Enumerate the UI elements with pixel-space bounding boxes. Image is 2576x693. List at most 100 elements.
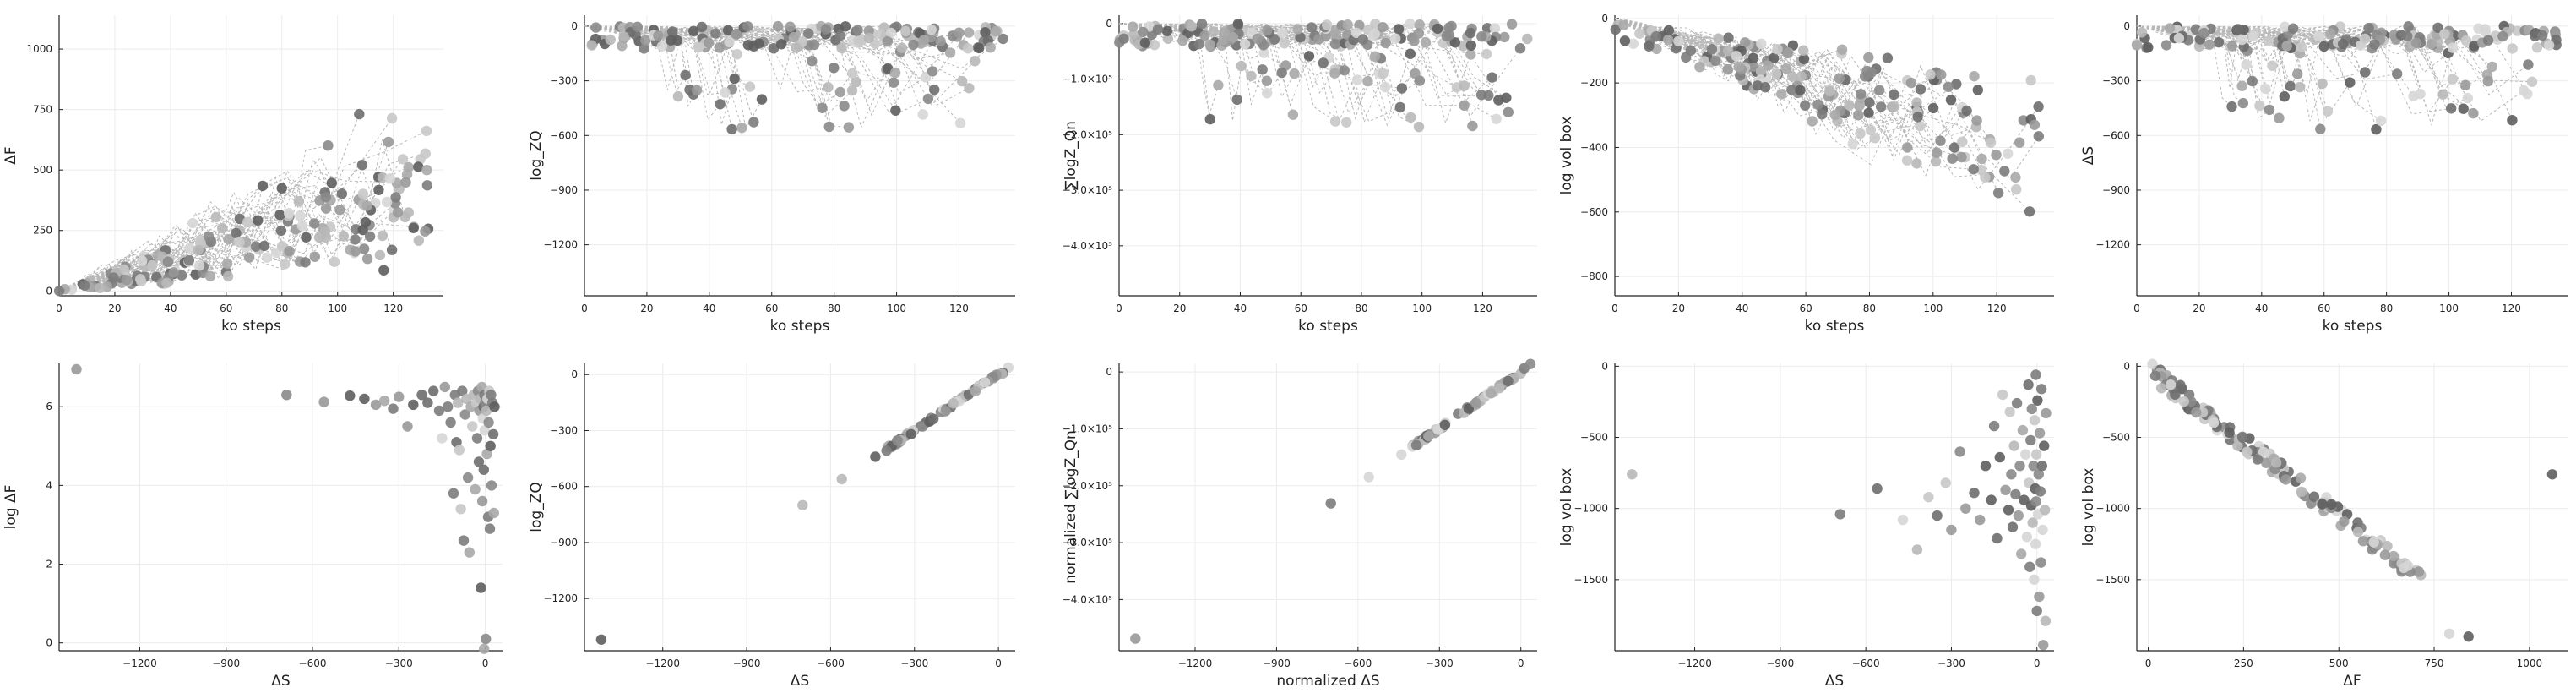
data-point <box>1863 107 1874 118</box>
x-tick-label: 0 <box>581 303 588 314</box>
data-point <box>2033 101 2044 112</box>
data-point <box>1740 37 1751 48</box>
data-point <box>345 390 356 401</box>
data-point <box>1522 33 1533 45</box>
trajectory-line <box>58 239 201 292</box>
data-point <box>1261 75 1273 86</box>
x-axis-label: ko steps <box>1298 318 1358 335</box>
data-point <box>1329 39 1341 50</box>
data-point <box>402 421 413 432</box>
data-point <box>888 77 899 88</box>
data-point <box>439 381 450 393</box>
data-point <box>2010 488 2021 500</box>
data-point <box>1186 21 1198 32</box>
data-point <box>1459 100 1470 111</box>
data-point <box>847 68 858 79</box>
data-point <box>918 35 930 46</box>
data-point <box>1276 67 1287 79</box>
data-point <box>1932 510 1943 521</box>
data-point <box>374 249 386 261</box>
data-point <box>476 582 486 593</box>
data-point <box>2281 41 2292 52</box>
y-tick-label: −4.0×10⁵ <box>1062 593 1112 605</box>
data-point <box>326 177 337 188</box>
data-point <box>1162 33 1174 44</box>
data-point <box>2198 27 2209 39</box>
y-tick-label: −400 <box>1580 141 1608 153</box>
x-tick-label: 60 <box>1799 303 1812 314</box>
data-point <box>1405 112 1416 123</box>
data-point <box>2403 21 2414 32</box>
data-point <box>296 221 308 232</box>
data-point <box>408 399 419 411</box>
trajectory-line <box>2136 25 2329 112</box>
data-point <box>2020 449 2031 460</box>
y-tick-label: −3.0×10⁵ <box>1062 184 1112 196</box>
data-point <box>2468 107 2479 119</box>
x-tick-label: 0 <box>1116 303 1122 314</box>
data-point <box>2413 566 2425 577</box>
trajectory-line <box>2136 25 2301 88</box>
data-point <box>1912 112 1923 123</box>
data-point <box>1755 66 1767 77</box>
data-point <box>2497 30 2508 42</box>
data-point <box>1834 509 1845 520</box>
data-point <box>2279 91 2290 102</box>
data-point <box>2371 123 2382 135</box>
data-point <box>748 117 759 128</box>
data-point <box>656 41 668 52</box>
data-point <box>1193 38 1205 50</box>
data-point <box>756 94 768 105</box>
data-point <box>217 222 228 234</box>
data-point <box>667 26 678 37</box>
data-point <box>2165 379 2177 390</box>
data-point <box>785 21 796 32</box>
data-point <box>481 448 492 460</box>
data-point <box>1807 116 1818 127</box>
data-point <box>118 264 129 276</box>
data-point <box>1795 85 1806 95</box>
data-point <box>1943 81 1954 93</box>
data-point <box>1985 137 1997 148</box>
data-point <box>1787 71 1798 82</box>
data-point <box>168 267 179 278</box>
trajectory-line <box>1118 23 1323 63</box>
data-point <box>948 398 959 409</box>
data-point <box>590 22 601 33</box>
data-point <box>295 210 306 221</box>
data-point <box>1812 99 1823 110</box>
data-point <box>1986 494 1997 505</box>
y-tick-label: 0 <box>46 637 52 649</box>
data-point <box>1494 383 1505 394</box>
data-point <box>970 385 981 397</box>
x-tick-label: −900 <box>1263 658 1291 669</box>
data-point <box>334 205 345 216</box>
data-point <box>193 260 205 271</box>
data-point <box>2523 59 2534 70</box>
data-point <box>1458 41 1469 52</box>
data-point <box>2357 536 2369 547</box>
data-point <box>1763 60 1774 71</box>
data-point <box>731 48 742 60</box>
data-point <box>2388 550 2399 562</box>
data-point <box>1420 36 1432 48</box>
data-point <box>354 108 365 120</box>
data-point <box>162 256 174 267</box>
data-point <box>2325 28 2336 39</box>
data-point <box>276 183 287 194</box>
data-point <box>420 226 431 237</box>
data-point <box>1889 89 1899 101</box>
data-point <box>488 507 499 519</box>
trajectory-line <box>58 159 404 292</box>
data-point <box>1380 81 1391 93</box>
data-point <box>53 286 65 297</box>
y-tick-label: 750 <box>33 104 52 116</box>
chart-panel-9: −1200 −900 −600 −300 0 0 −500 −1000 −1500 ΔS log v… <box>1558 360 2054 690</box>
data-point <box>1969 488 1980 499</box>
trajectory-line <box>584 25 796 90</box>
data-point <box>1902 142 1913 153</box>
data-point <box>2036 461 2047 472</box>
data-point <box>2446 103 2457 114</box>
data-point <box>1945 95 1957 106</box>
